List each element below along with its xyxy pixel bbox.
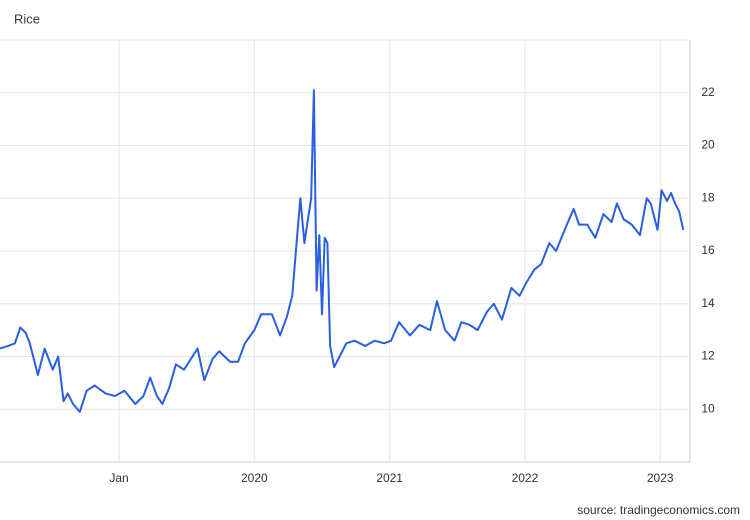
x-tick-label: 2020 bbox=[241, 471, 268, 485]
y-tick-label: 14 bbox=[701, 296, 715, 310]
x-tick-label: 2021 bbox=[376, 471, 403, 485]
y-tick-label: 22 bbox=[701, 85, 715, 99]
y-tick-label: 18 bbox=[701, 190, 715, 204]
y-tick-label: 16 bbox=[701, 243, 715, 257]
x-tick-label: 2023 bbox=[647, 471, 674, 485]
y-tick-label: 10 bbox=[701, 401, 715, 415]
x-tick-label: 2022 bbox=[512, 471, 539, 485]
y-tick-label: 20 bbox=[701, 138, 715, 152]
chart-title: Rice bbox=[14, 11, 40, 26]
source: source: tradingeconomics.com bbox=[577, 503, 740, 517]
price-line bbox=[0, 89, 685, 413]
y-tick-label: 12 bbox=[701, 349, 715, 363]
x-tick-label: Jan bbox=[109, 471, 128, 485]
